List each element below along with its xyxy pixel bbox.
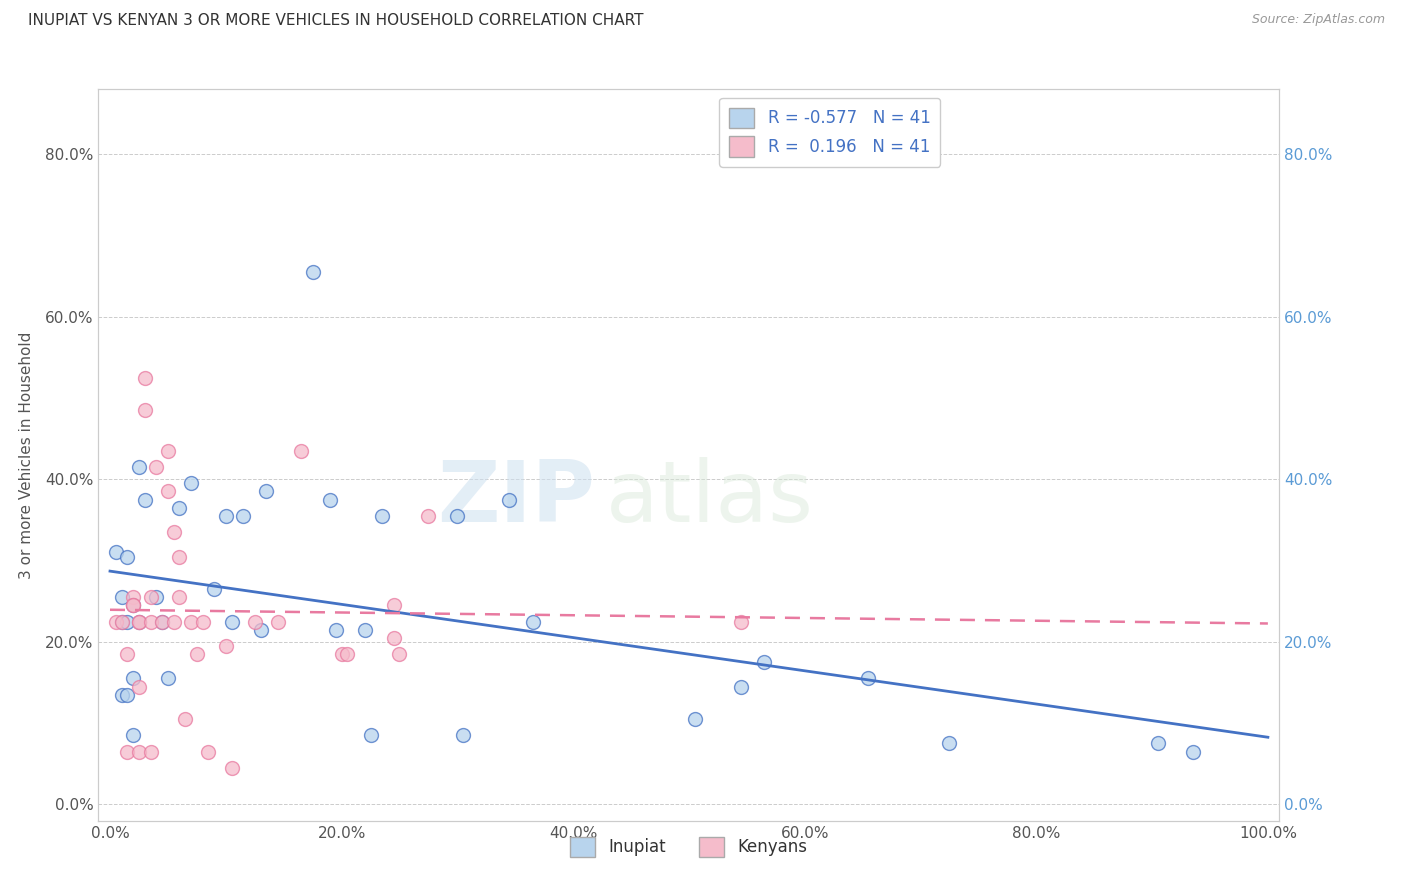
Point <box>371 508 394 523</box>
Point <box>858 672 880 686</box>
Point <box>754 655 776 669</box>
Point <box>498 492 520 507</box>
Text: INUPIAT VS KENYAN 3 OR MORE VEHICLES IN HOUSEHOLD CORRELATION CHART: INUPIAT VS KENYAN 3 OR MORE VEHICLES IN … <box>28 13 644 29</box>
Point <box>180 615 202 629</box>
Point <box>122 599 145 613</box>
Y-axis label: 3 or more Vehicles in Household: 3 or more Vehicles in Household <box>18 331 34 579</box>
Point <box>451 728 474 742</box>
Point <box>104 545 127 559</box>
Point <box>128 460 150 475</box>
Point <box>232 508 254 523</box>
Point <box>163 525 186 540</box>
Point <box>215 639 238 653</box>
Point <box>156 484 179 499</box>
Point <box>110 615 132 629</box>
Point <box>122 590 145 604</box>
Point <box>117 549 139 564</box>
Point <box>330 647 353 661</box>
Point <box>522 615 544 629</box>
Point <box>683 712 706 726</box>
Point <box>730 680 752 694</box>
Point <box>353 623 375 637</box>
Point <box>134 492 156 507</box>
Point <box>938 736 960 750</box>
Point <box>110 688 132 702</box>
Point <box>249 623 271 637</box>
Point <box>1181 745 1204 759</box>
Point <box>301 265 323 279</box>
Point <box>267 615 290 629</box>
Point <box>134 370 156 384</box>
Point <box>128 615 150 629</box>
Point <box>150 615 173 629</box>
Point <box>128 680 150 694</box>
Point <box>104 615 127 629</box>
Point <box>382 631 405 645</box>
Point <box>110 615 132 629</box>
Legend: Inupiat, Kenyans: Inupiat, Kenyans <box>564 830 814 863</box>
Point <box>117 745 139 759</box>
Point <box>169 549 191 564</box>
Point <box>730 615 752 629</box>
Point <box>215 508 238 523</box>
Point <box>186 647 208 661</box>
Point <box>122 672 145 686</box>
Point <box>163 615 186 629</box>
Point <box>169 590 191 604</box>
Point <box>290 443 312 458</box>
Point <box>221 615 243 629</box>
Point <box>169 500 191 515</box>
Point <box>174 712 197 726</box>
Point <box>197 745 219 759</box>
Point <box>139 615 162 629</box>
Point <box>221 761 243 775</box>
Point <box>319 492 342 507</box>
Point <box>128 615 150 629</box>
Point <box>360 728 382 742</box>
Point <box>382 599 405 613</box>
Point <box>191 615 214 629</box>
Point <box>202 582 225 596</box>
Point <box>446 508 468 523</box>
Text: ZIP: ZIP <box>437 458 595 541</box>
Point <box>145 590 167 604</box>
Point <box>145 460 167 475</box>
Text: Source: ZipAtlas.com: Source: ZipAtlas.com <box>1251 13 1385 27</box>
Point <box>336 647 359 661</box>
Point <box>325 623 347 637</box>
Point <box>128 745 150 759</box>
Point <box>156 672 179 686</box>
Point <box>134 403 156 417</box>
Point <box>122 599 145 613</box>
Point <box>128 615 150 629</box>
Text: atlas: atlas <box>606 458 814 541</box>
Point <box>150 615 173 629</box>
Point <box>243 615 266 629</box>
Point <box>117 647 139 661</box>
Point <box>139 590 162 604</box>
Point <box>418 508 440 523</box>
Point <box>388 647 411 661</box>
Point <box>254 484 277 499</box>
Point <box>122 599 145 613</box>
Point <box>117 615 139 629</box>
Point <box>180 476 202 491</box>
Point <box>110 590 132 604</box>
Point <box>1147 736 1170 750</box>
Point <box>117 688 139 702</box>
Point <box>139 745 162 759</box>
Point <box>156 443 179 458</box>
Point <box>122 728 145 742</box>
